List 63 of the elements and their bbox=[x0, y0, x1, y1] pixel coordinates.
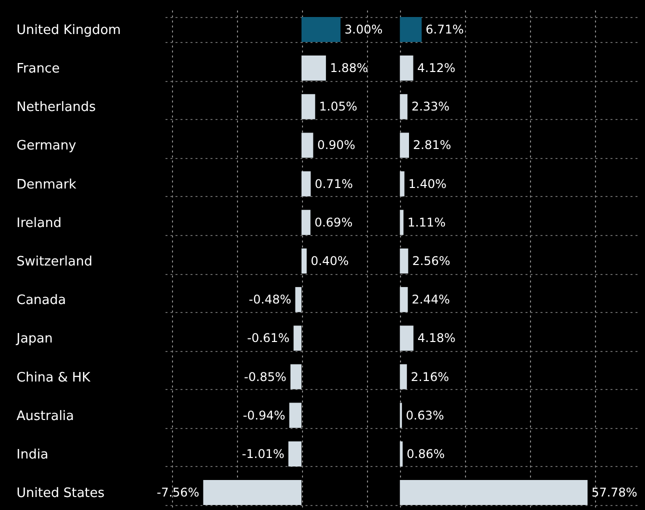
bar bbox=[302, 94, 316, 120]
y-tick-label: China & HK bbox=[16, 370, 91, 386]
data-label: 3.00% bbox=[344, 22, 383, 36]
data-label: -0.94% bbox=[242, 408, 286, 422]
data-label: 1.88% bbox=[330, 61, 368, 76]
bar bbox=[302, 171, 311, 196]
data-label: 2.16% bbox=[410, 370, 450, 384]
data-label: 0.63% bbox=[406, 408, 444, 422]
data-label: 0.40% bbox=[310, 254, 349, 268]
y-tick-label: Ireland bbox=[16, 216, 62, 231]
data-label: -7.56% bbox=[156, 486, 200, 500]
y-tick-label: Switzerland bbox=[16, 254, 92, 270]
bar bbox=[400, 364, 407, 390]
bar bbox=[290, 364, 302, 390]
data-label: 4.18% bbox=[417, 331, 456, 346]
bar bbox=[400, 248, 408, 274]
y-tick-label: Japan bbox=[16, 332, 53, 347]
data-label: 6.71% bbox=[426, 22, 464, 36]
data-label: 1.40% bbox=[408, 176, 447, 191]
bar bbox=[302, 210, 310, 235]
bar bbox=[400, 171, 404, 196]
bar bbox=[400, 480, 588, 506]
data-label: 2.81% bbox=[413, 138, 452, 152]
data-label: 2.33% bbox=[411, 100, 450, 114]
bar bbox=[400, 16, 422, 42]
bar bbox=[203, 480, 302, 506]
bar bbox=[400, 56, 414, 81]
data-label: -1.01% bbox=[242, 446, 284, 461]
bar bbox=[400, 210, 404, 235]
y-tick-label: France bbox=[16, 62, 60, 77]
bar bbox=[302, 56, 326, 81]
bar bbox=[289, 402, 302, 428]
bar bbox=[400, 326, 414, 351]
data-label: -0.61% bbox=[247, 331, 290, 346]
y-tick-label: United Kingdom bbox=[16, 22, 121, 38]
bar bbox=[400, 94, 408, 120]
bar bbox=[294, 326, 302, 351]
bar bbox=[400, 287, 408, 312]
y-tick-label: Australia bbox=[16, 408, 74, 424]
y-tick-label: India bbox=[16, 447, 48, 462]
data-label: -0.48% bbox=[248, 292, 292, 307]
bar bbox=[302, 248, 307, 274]
data-label: -0.85% bbox=[244, 370, 286, 384]
data-label: 1.05% bbox=[319, 100, 358, 114]
data-label: 1.11% bbox=[407, 215, 446, 230]
data-label: 0.86% bbox=[406, 446, 445, 461]
bar bbox=[288, 441, 302, 466]
bar bbox=[302, 132, 314, 158]
data-label: 57.78% bbox=[592, 486, 638, 500]
data-label: 0.90% bbox=[317, 138, 356, 152]
y-tick-label: Germany bbox=[16, 138, 77, 154]
bar bbox=[400, 132, 409, 158]
y-tick-label: Netherlands bbox=[16, 100, 96, 116]
y-tick-label: Denmark bbox=[16, 177, 77, 192]
data-label: 0.69% bbox=[314, 215, 353, 230]
bar bbox=[295, 287, 302, 312]
y-tick-label: Canada bbox=[16, 293, 66, 308]
y-tick-label: United States bbox=[16, 486, 105, 502]
data-label: 2.56% bbox=[412, 254, 450, 268]
data-label: 0.71% bbox=[314, 176, 353, 191]
bar bbox=[302, 16, 340, 42]
data-label: 2.44% bbox=[412, 292, 450, 307]
data-label: 4.12% bbox=[417, 61, 456, 76]
